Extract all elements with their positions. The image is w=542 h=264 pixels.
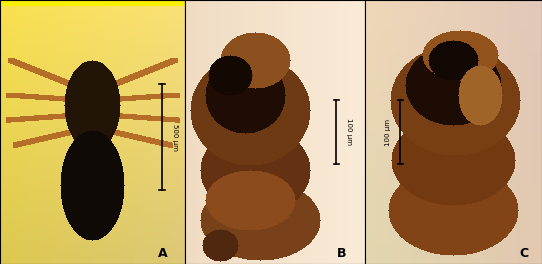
Text: A: A <box>158 247 167 260</box>
Text: C: C <box>520 247 529 260</box>
Text: 500 μm: 500 μm <box>172 124 178 151</box>
Text: B: B <box>337 247 346 260</box>
Text: 100 μm: 100 μm <box>385 119 391 145</box>
Text: 100 μm: 100 μm <box>346 119 352 145</box>
